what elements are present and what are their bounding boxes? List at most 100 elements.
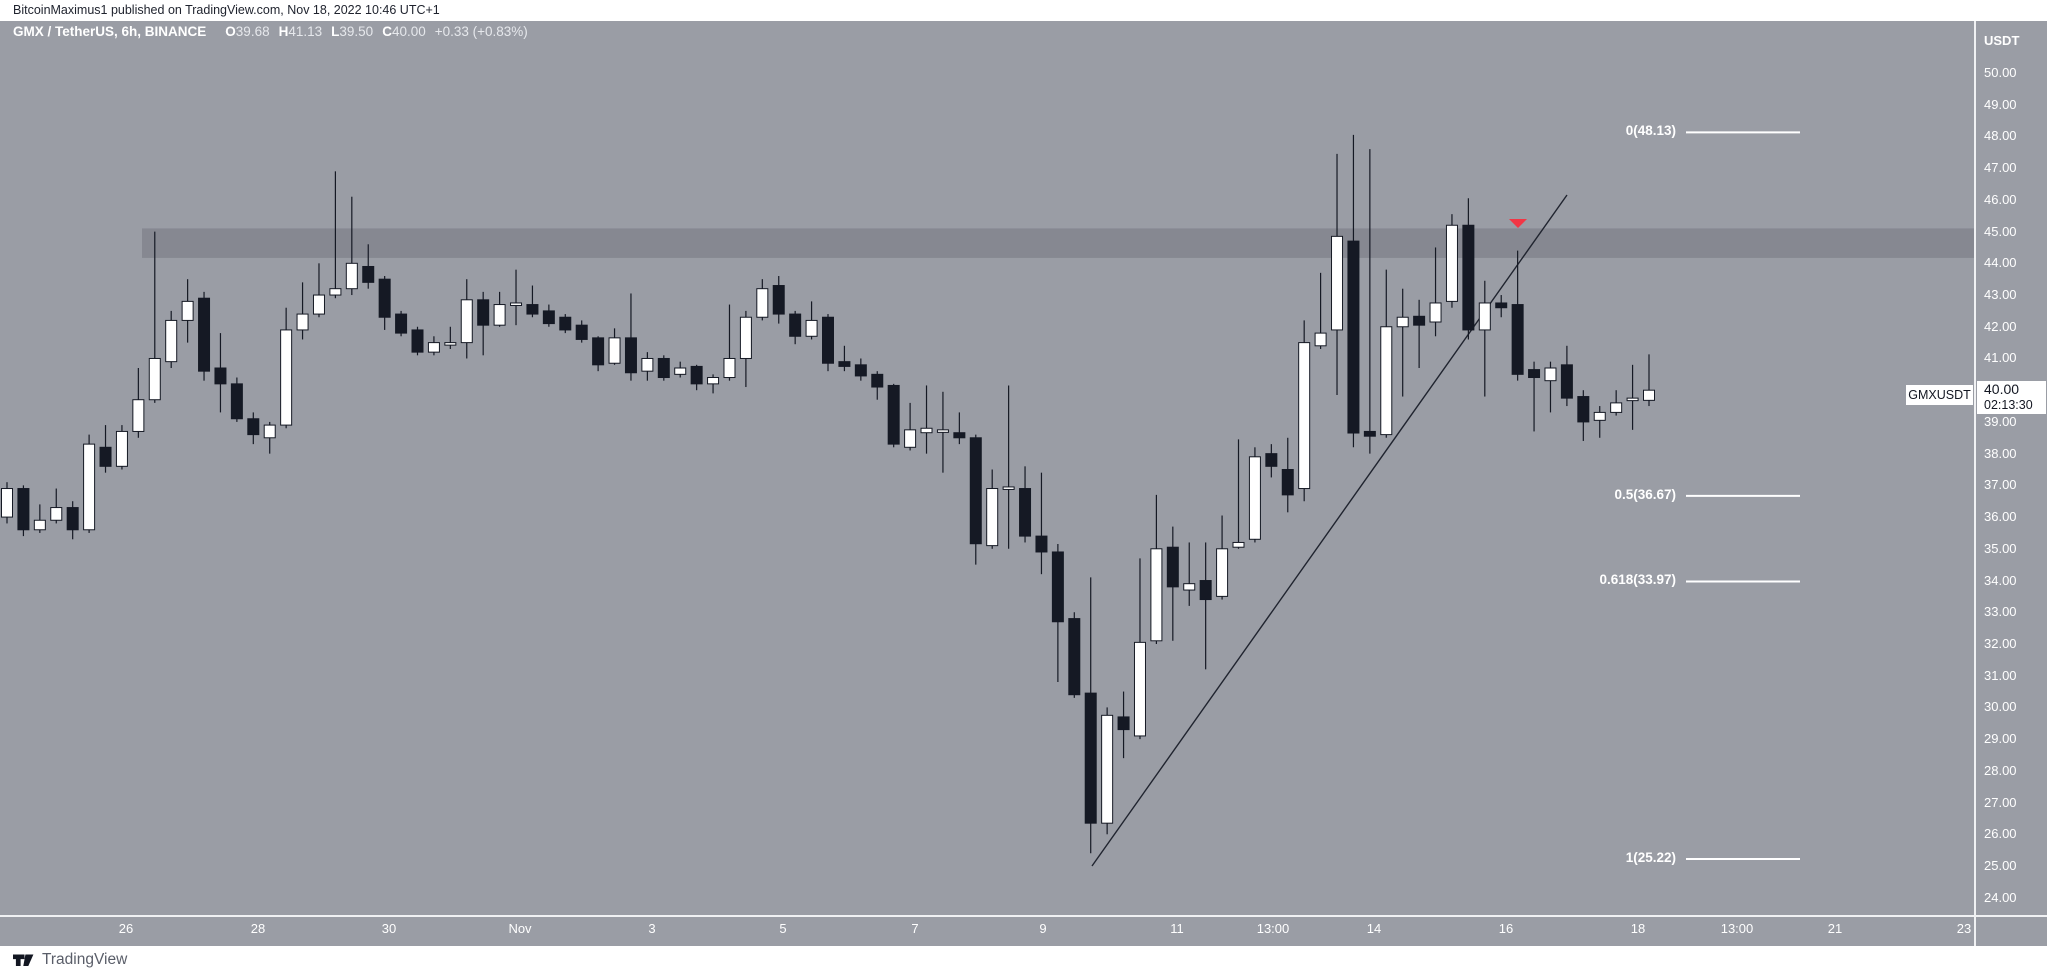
time-tick-label: Nov	[508, 921, 532, 936]
candle-body-up	[1445, 224, 1458, 302]
candle-body-down	[1495, 302, 1508, 309]
candle-body-up	[263, 424, 276, 439]
candle-body-up	[1314, 332, 1327, 347]
price-axis-separator	[1974, 21, 1976, 946]
price-tick-label: 32.00	[1984, 635, 2017, 651]
candle-body-up	[1232, 541, 1245, 548]
price-tick-label: 34.00	[1984, 572, 2017, 588]
candle-body-down	[247, 418, 260, 436]
price-tick-label: 46.00	[1984, 191, 2017, 207]
price-tick-label: 28.00	[1984, 762, 2017, 778]
candle-body-up	[493, 304, 506, 326]
time-tick-label: 16	[1498, 921, 1514, 936]
fib-level-0618-label: 0.618(33.97)	[1599, 572, 1676, 588]
legend-close-value: 40.00	[391, 24, 426, 39]
candle-body-up	[296, 313, 309, 331]
time-tick-label: 14	[1366, 921, 1382, 936]
time-axis[interactable]	[0, 917, 1974, 946]
candle-body-up	[674, 367, 687, 375]
candle-body-up	[1216, 548, 1229, 597]
candle-body-down	[378, 278, 391, 318]
price-tick-label: 42.00	[1984, 318, 2017, 334]
candle-body-down	[66, 507, 79, 531]
candle-body-down	[1265, 453, 1278, 467]
candle-body-up	[312, 294, 325, 315]
legend-close-key: C	[382, 24, 392, 39]
fib-level-05-label: 0.5(36.67)	[1614, 486, 1676, 502]
brand-text: TradingView	[42, 951, 128, 968]
attribution-strip: BitcoinMaximus1 published on TradingView…	[0, 0, 2047, 21]
candle-body-down	[1199, 580, 1212, 601]
candle-body-down	[1166, 546, 1179, 588]
chart-background	[0, 21, 2047, 946]
last-price-value: 40.00	[1984, 381, 2020, 397]
price-tick-label: 30.00	[1984, 699, 2017, 715]
candle-body-down	[526, 304, 539, 315]
candle-body-down	[871, 373, 884, 388]
tv-logo-icon	[13, 954, 34, 966]
price-tick-label: 50.00	[1984, 65, 2017, 80]
candle-body-up	[1002, 486, 1015, 490]
candle-body-up	[33, 519, 46, 531]
candle-body-up	[1150, 548, 1163, 642]
candle-body-down	[1051, 551, 1064, 623]
candle-body-down	[1413, 315, 1426, 326]
candle-body-down	[575, 324, 588, 340]
candle-body-up	[1248, 456, 1261, 540]
candle-body-down	[854, 364, 867, 377]
price-tick-label: 47.00	[1984, 160, 2017, 176]
candle-countdown: 02:13:30	[1984, 398, 2033, 412]
candle-body-up	[460, 299, 473, 344]
candle-body-down	[411, 329, 424, 353]
fib-level-1-label: 1(25.22)	[1625, 850, 1676, 866]
candle-body-up	[181, 300, 194, 321]
last-price-flag: 40.00 02:13:30	[1977, 381, 2046, 414]
attribution-text: BitcoinMaximus1 published on TradingView…	[13, 3, 440, 17]
candle-body-up	[936, 429, 949, 433]
price-tick-label: 49.00	[1984, 96, 2017, 112]
chart-pane[interactable]	[0, 42, 1974, 915]
candle-body-down	[1019, 488, 1032, 537]
candle-body-up	[1133, 641, 1146, 737]
candle-body-down	[772, 285, 785, 315]
price-tick-label: 24.00	[1984, 889, 2017, 905]
candle-body-down	[99, 446, 112, 467]
candle-body-up	[1544, 367, 1557, 382]
candle-body-up	[132, 399, 145, 432]
candle-body-down	[1560, 364, 1573, 399]
tradingview-logo: TradingView	[12, 951, 127, 969]
legend-high-value: 41.13	[288, 24, 323, 39]
time-tick-label: 30	[381, 921, 397, 936]
candle-body-up	[756, 288, 769, 318]
candle-body-up	[1380, 326, 1393, 436]
candle-body-down	[1084, 692, 1097, 824]
candle-body-down	[198, 297, 211, 372]
candle-body-up	[1101, 714, 1114, 824]
candle-body-up	[986, 488, 999, 547]
time-tick-label: 21	[1827, 921, 1843, 936]
time-tick-label: 5	[779, 921, 787, 936]
candle-body-up	[427, 342, 440, 353]
legend-open-value: 39.68	[235, 24, 270, 39]
candle-body-down	[362, 265, 375, 283]
price-tick-label: 43.00	[1984, 287, 2017, 303]
price-tick-label: 33.00	[1984, 604, 2017, 620]
price-axis[interactable]	[1976, 21, 2047, 915]
time-tick-label: 18	[1630, 921, 1646, 936]
price-tick-label: 37.00	[1984, 477, 2017, 493]
legend-high-key: H	[278, 24, 289, 39]
symbol-legend: GMX / TetherUS, 6h, BINANCE O39.68 H41.13 L…	[13, 24, 528, 39]
candle-body-up	[165, 319, 178, 363]
time-tick-label: 3	[648, 921, 656, 936]
candle-body-down	[1511, 304, 1524, 375]
candle-body-down	[230, 383, 243, 420]
candle-body-up	[707, 377, 720, 385]
candle-body-up	[1396, 316, 1409, 328]
candle-body-up	[1429, 302, 1442, 323]
candle-body-down	[1281, 469, 1294, 496]
candle-body-down	[1462, 224, 1475, 331]
time-tick-label: 23	[1956, 921, 1972, 936]
candle-body-down	[838, 361, 851, 367]
candle-body-down	[887, 384, 900, 445]
candle-body-up	[1, 488, 13, 518]
